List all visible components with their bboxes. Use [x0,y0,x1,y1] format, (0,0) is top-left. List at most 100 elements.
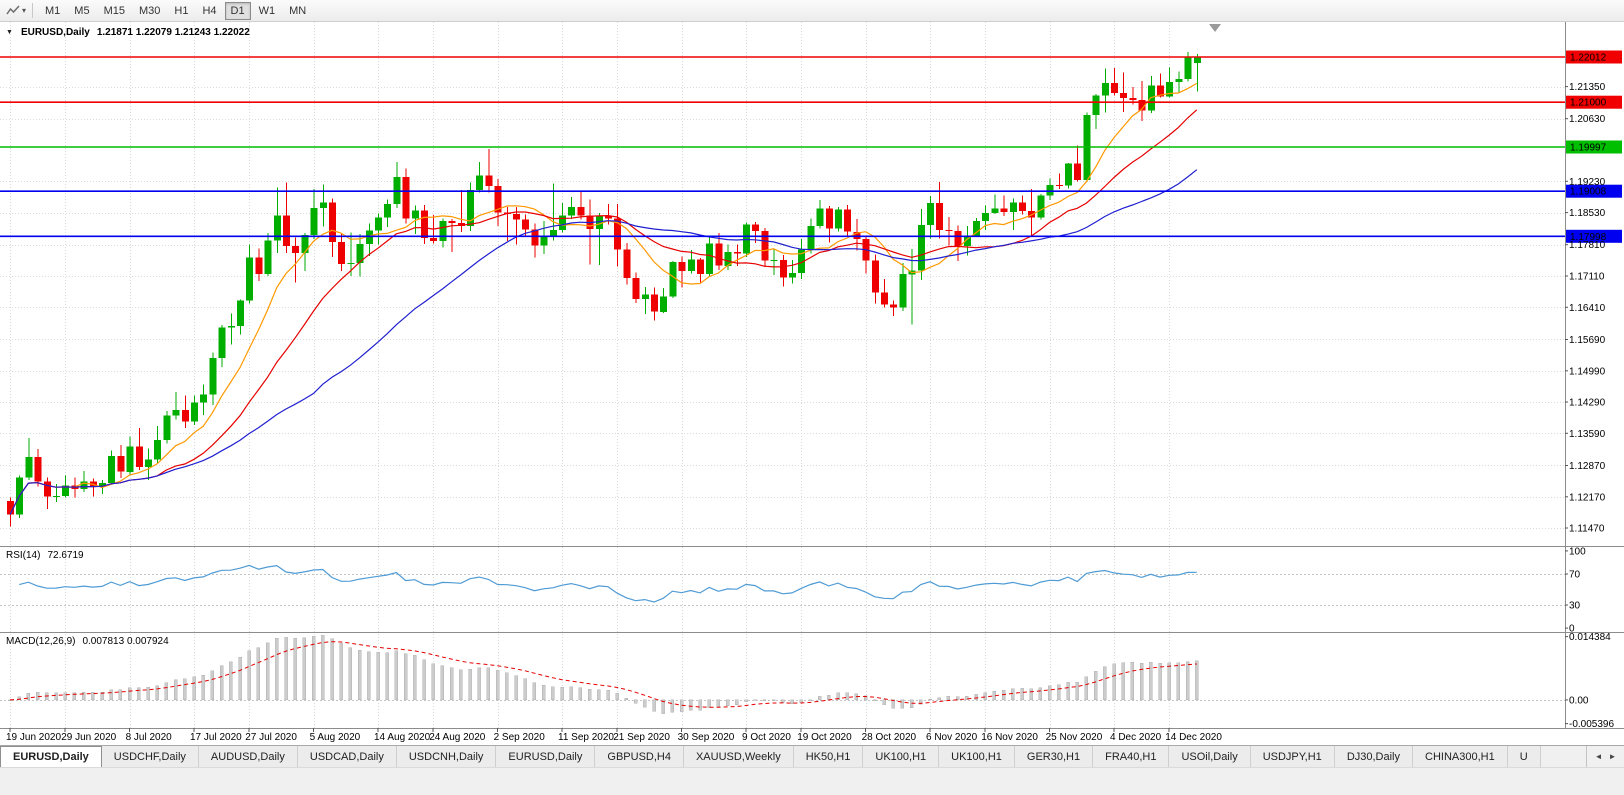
svg-text:1.16410: 1.16410 [1569,303,1606,314]
toolbar-separator [32,3,34,18]
svg-text:1.14290: 1.14290 [1569,398,1606,409]
tab-scroll-left-button[interactable]: ◄ [1594,751,1603,761]
price-line-badge [1566,229,1622,243]
svg-text:17 Jul 2020: 17 Jul 2020 [190,732,242,743]
svg-text:100: 100 [1569,546,1586,557]
svg-text:27 Jul 2020: 27 Jul 2020 [245,732,297,743]
chart-tab-5[interactable]: EURUSD,Daily [496,746,596,767]
timeframe-button-w1[interactable]: W1 [258,4,276,17]
date-axis-labels: 19 Jun 2020 29 Jun 2020 8 Jul 2020 17 Jul 2… [6,728,1222,743]
svg-text:1.18530: 1.18530 [1569,208,1606,219]
svg-text:4 Dec 2020: 4 Dec 2020 [1110,732,1162,743]
toolbar: ▾ M1 M5 M15 M30 H1 H4 D1 W1 MN [0,0,1624,22]
ma-34-line [9,169,1198,515]
svg-text:1.15690: 1.15690 [1569,335,1606,346]
svg-text:30: 30 [1569,601,1581,612]
grid-lines [0,22,1565,728]
svg-text:1.12870: 1.12870 [1569,461,1606,472]
svg-text:28 Oct 2020: 28 Oct 2020 [862,732,917,743]
timeframe-button-m30[interactable]: M30 [138,4,161,17]
svg-text:1.22012: 1.22012 [1570,53,1607,64]
chart-tab-8[interactable]: HK50,H1 [793,746,864,767]
chart-tab-12[interactable]: FRA40,H1 [1093,746,1170,767]
timeframe-button-mn[interactable]: MN [289,4,307,17]
tab-scroll-arrows: ◄ ► [1586,746,1624,767]
chart-tab-0[interactable]: EURUSD,Daily [0,746,102,767]
chart-tab-4[interactable]: USDCNH,Daily [396,746,497,767]
chart-svg[interactable]: 1.22012 1.21000 1.19997 1.19008 1.17998 1.213… [0,22,1624,745]
tab-scroll-right-button[interactable]: ► [1608,751,1617,761]
svg-text:0.00: 0.00 [1569,695,1589,706]
timeframe-button-d1[interactable]: D1 [224,1,251,20]
chart-tab-3[interactable]: USDCAD,Daily [297,746,397,767]
macd-signal-line [9,641,1197,708]
chart-tab-7[interactable]: XAUUSD,Weekly [683,746,794,767]
svg-text:1.17110: 1.17110 [1569,272,1605,283]
chart-tabs: EURUSD,Daily USDCHF,Daily AUDUSD,Daily USDC… [0,746,1624,767]
svg-text:14 Dec 2020: 14 Dec 2020 [1165,732,1222,743]
svg-text:1.17810: 1.17810 [1569,240,1606,251]
chart-tab-11[interactable]: GER30,H1 [1014,746,1094,767]
chart-tab-1[interactable]: USDCHF,Daily [101,746,199,767]
chart-tab-15[interactable]: DJ30,Daily [1334,746,1413,767]
chart-canvas[interactable]: 1.22012 1.21000 1.19997 1.19008 1.17998 1.213… [0,22,1624,745]
svg-text:1.12170: 1.12170 [1569,492,1606,503]
timeframe-button-m1[interactable]: M1 [45,4,61,17]
svg-text:1.17998: 1.17998 [1570,232,1607,243]
svg-text:5 Aug 2020: 5 Aug 2020 [310,732,361,743]
svg-text:21 Sep 2020: 21 Sep 2020 [613,732,670,743]
chart-tab-9[interactable]: UK100,H1 [863,746,940,767]
svg-text:1.19997: 1.19997 [1570,143,1607,154]
rsi-line [19,564,1197,603]
timeframe-buttons: M1 M5 M15 M30 H1 H4 D1 W1 MN [38,0,313,21]
svg-text:1.19008: 1.19008 [1570,187,1607,198]
price-line-badge [1566,140,1622,154]
timeframe-button-m5[interactable]: M5 [74,4,90,17]
chart-tab-17[interactable]: U [1507,746,1541,767]
panel-separators [0,22,1624,729]
chart-tab-16[interactable]: CHINA300,H1 [1413,746,1508,767]
price-line-badge [1566,95,1622,109]
chart-tab-6[interactable]: GBPUSD,H4 [595,746,684,767]
price-line-badge [1566,184,1622,198]
timeframe-button-h1[interactable]: H1 [174,4,189,17]
chart-tab-10[interactable]: UK100,H1 [939,746,1015,767]
timeframe-button-m15[interactable]: M15 [103,4,125,17]
line-studies-icon[interactable] [4,3,22,19]
svg-text:1.20630: 1.20630 [1569,114,1606,125]
dropdown-arrow-icon[interactable]: ▾ [22,5,27,15]
horizontal-line-objects[interactable]: 1.22012 1.21000 1.19997 1.19008 1.17998 [0,50,1622,243]
chart-tab-14[interactable]: USDJPY,H1 [1250,746,1335,767]
svg-text:1.11470: 1.11470 [1569,524,1605,535]
status-bar [0,767,1624,795]
ma-17-line [9,109,1198,515]
svg-text:25 Nov 2020: 25 Nov 2020 [1046,732,1103,743]
svg-text:1.19230: 1.19230 [1569,177,1606,188]
svg-text:1.14990: 1.14990 [1569,366,1606,377]
macd-histogram [8,635,1199,714]
candlesticks [7,52,1201,527]
chart-tab-bar: EURUSD,Daily USDCHF,Daily AUDUSD,Daily USDC… [0,745,1624,767]
svg-text:30 Sep 2020: 30 Sep 2020 [678,732,735,743]
svg-text:8 Jul 2020: 8 Jul 2020 [126,732,173,743]
indicator-level-lines [0,574,1565,701]
svg-text:2 Sep 2020: 2 Sep 2020 [494,732,546,743]
svg-text:9 Oct 2020: 9 Oct 2020 [742,732,791,743]
chart-tab-2[interactable]: AUDUSD,Daily [198,746,298,767]
svg-text:0.014384: 0.014384 [1569,632,1611,643]
ma-8-line [9,82,1198,515]
svg-text:29 Jun 2020: 29 Jun 2020 [61,732,116,743]
svg-text:11 Sep 2020: 11 Sep 2020 [558,732,614,743]
chart-tab-13[interactable]: USOil,Daily [1169,746,1251,767]
chart-shift-marker[interactable] [1209,24,1221,32]
svg-text:6 Nov 2020: 6 Nov 2020 [926,732,978,743]
svg-text:1.13590: 1.13590 [1569,429,1606,440]
svg-text:1.21000: 1.21000 [1570,98,1607,109]
svg-text:16 Nov 2020: 16 Nov 2020 [981,732,1038,743]
svg-text:19 Jun 2020: 19 Jun 2020 [6,732,61,743]
svg-text:-0.005396: -0.005396 [1569,719,1614,730]
svg-text:1.21350: 1.21350 [1569,82,1606,93]
timeframe-button-h4[interactable]: H4 [202,4,217,17]
svg-text:14 Aug 2020: 14 Aug 2020 [374,732,431,743]
svg-text:19 Oct 2020: 19 Oct 2020 [797,732,852,743]
